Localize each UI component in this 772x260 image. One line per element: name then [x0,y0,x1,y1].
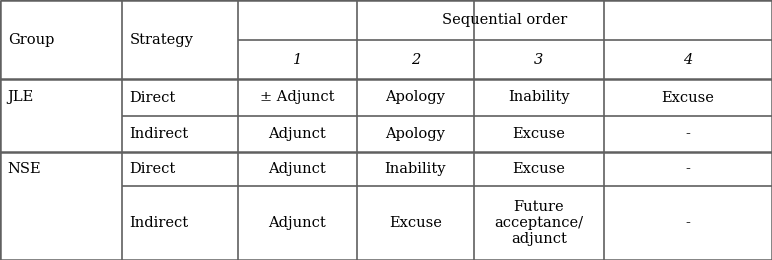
Text: 2: 2 [411,53,420,67]
Text: -: - [686,162,690,176]
Text: NSE: NSE [8,162,42,176]
Text: Excuse: Excuse [513,162,565,176]
Text: Direct: Direct [130,162,176,176]
Text: Adjunct: Adjunct [269,127,326,141]
Text: Apology: Apology [385,90,445,105]
Text: Indirect: Indirect [130,127,189,141]
Text: Strategy: Strategy [130,33,194,47]
Text: Excuse: Excuse [389,216,442,230]
Text: -: - [686,216,690,230]
Text: 1: 1 [293,53,302,67]
Text: Future
acceptance/
adjunct: Future acceptance/ adjunct [494,200,584,246]
Text: JLE: JLE [8,90,34,105]
Text: Excuse: Excuse [513,127,565,141]
Text: Direct: Direct [130,90,176,105]
Text: ± Adjunct: ± Adjunct [260,90,334,105]
Text: 4: 4 [683,53,692,67]
Text: Indirect: Indirect [130,216,189,230]
Text: Group: Group [8,33,54,47]
Text: Apology: Apology [385,127,445,141]
Text: Inability: Inability [384,162,446,176]
Text: Adjunct: Adjunct [269,216,326,230]
Text: -: - [686,127,690,141]
Text: Excuse: Excuse [662,90,714,105]
Text: Adjunct: Adjunct [269,162,326,176]
Text: 3: 3 [534,53,543,67]
Text: Inability: Inability [508,90,570,105]
Text: Sequential order: Sequential order [442,13,567,27]
